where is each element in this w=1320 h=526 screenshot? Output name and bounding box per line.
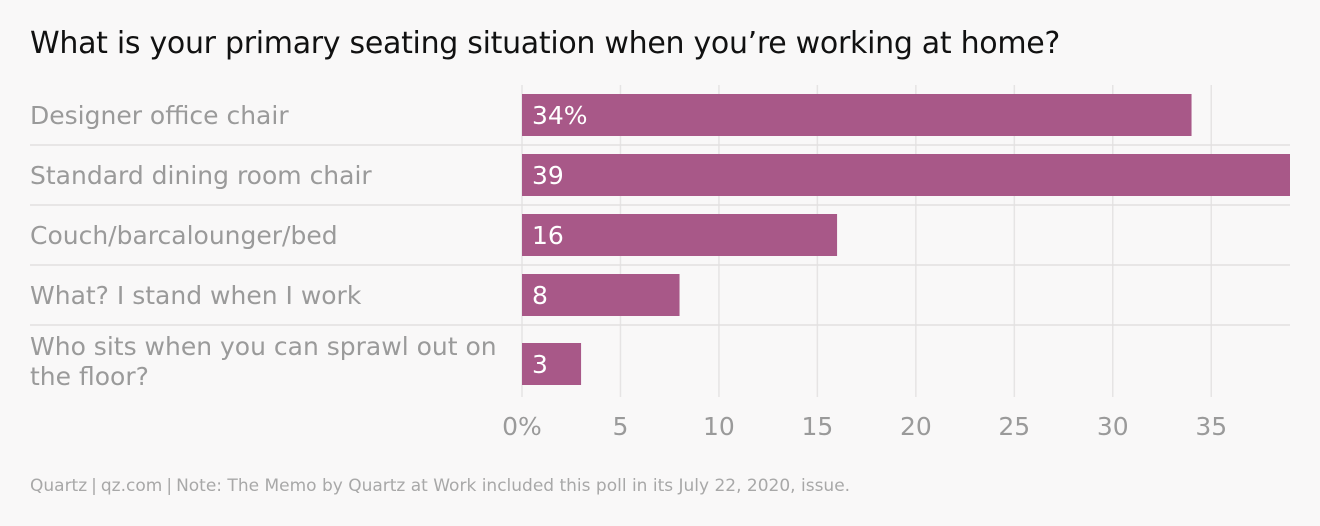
x-tick-label: 5 xyxy=(613,412,629,441)
data-label: 39 xyxy=(532,161,564,190)
data-label: 8 xyxy=(532,281,548,310)
data-label: 3 xyxy=(532,350,548,379)
data-label: 16 xyxy=(532,221,564,250)
footer-note: Note: The Memo by Quartz at Work include… xyxy=(176,476,851,496)
bar xyxy=(522,343,582,385)
footer-separator: | xyxy=(166,476,173,496)
data-label: 34% xyxy=(532,101,588,130)
x-tick-label: 0% xyxy=(502,412,542,441)
footer-separator: | xyxy=(91,476,97,496)
category-label: Standard dining room chair xyxy=(30,161,372,190)
x-tick-label: 30 xyxy=(1097,412,1129,441)
x-tick-label: 15 xyxy=(801,412,833,441)
category-label: Who sits when you can sprawl out on the f… xyxy=(30,332,497,391)
chart-footer: Quartz | qz.com | Note: The Memo by Quartz a… xyxy=(30,476,850,496)
x-tick-label: 25 xyxy=(998,412,1030,441)
footer-source: Quartz xyxy=(30,476,88,496)
x-tick-label: 10 xyxy=(703,412,735,441)
x-tick-label: 20 xyxy=(900,412,932,441)
bar xyxy=(522,154,1290,196)
bar xyxy=(522,274,680,316)
x-tick-label: 35 xyxy=(1195,412,1227,441)
category-label: Designer office chair xyxy=(30,101,289,130)
chart-title: What is your primary seating situation w… xyxy=(30,26,1061,61)
bar xyxy=(522,214,838,256)
bar xyxy=(522,94,1192,136)
category-label: What? I stand when I work xyxy=(30,281,362,310)
category-label: Couch/barcalounger/bed xyxy=(30,221,338,250)
footer-site: qz.com xyxy=(100,476,163,496)
